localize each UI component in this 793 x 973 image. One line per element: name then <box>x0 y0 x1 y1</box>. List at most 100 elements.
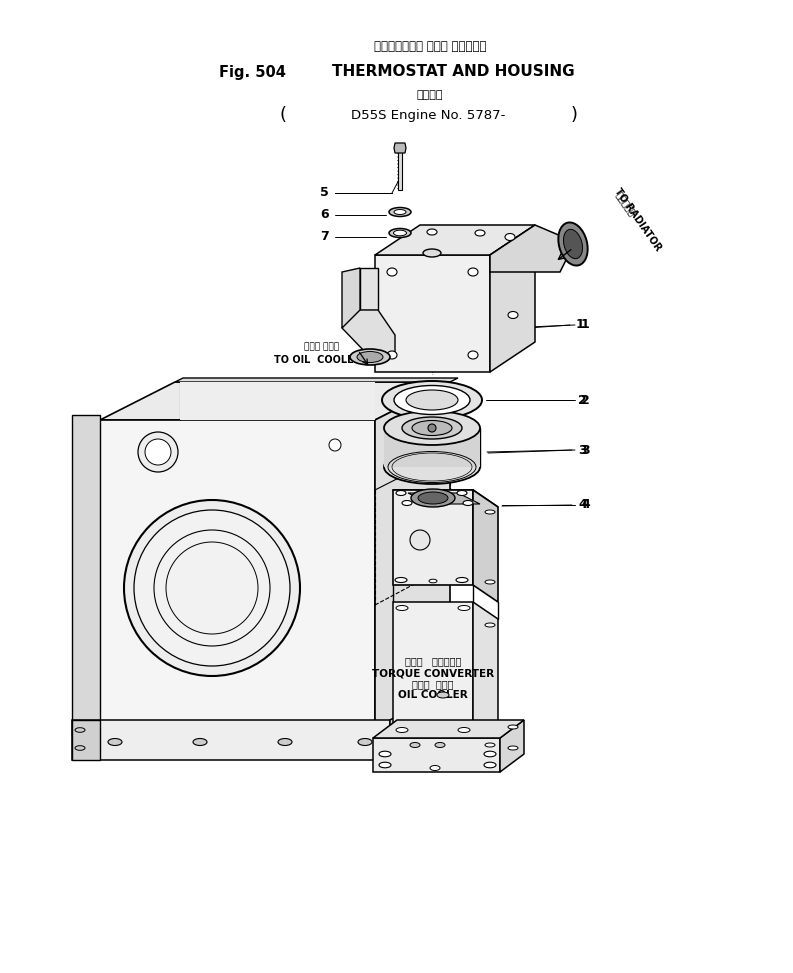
Text: THERMOSTAT AND HOUSING: THERMOSTAT AND HOUSING <box>331 64 574 80</box>
Ellipse shape <box>437 692 449 698</box>
Polygon shape <box>360 268 378 310</box>
Polygon shape <box>373 738 500 772</box>
Ellipse shape <box>468 268 478 276</box>
Text: 1: 1 <box>581 318 590 332</box>
Ellipse shape <box>410 530 430 550</box>
Ellipse shape <box>396 490 406 495</box>
Ellipse shape <box>410 742 420 747</box>
Polygon shape <box>394 143 406 153</box>
Polygon shape <box>393 490 498 507</box>
Polygon shape <box>398 148 402 190</box>
Polygon shape <box>100 420 375 730</box>
Ellipse shape <box>411 489 455 507</box>
Ellipse shape <box>402 417 462 439</box>
Ellipse shape <box>357 351 383 363</box>
Ellipse shape <box>394 385 470 414</box>
Ellipse shape <box>75 745 85 750</box>
Ellipse shape <box>412 420 452 436</box>
Text: ): ) <box>570 106 577 124</box>
Ellipse shape <box>387 268 397 276</box>
Ellipse shape <box>484 751 496 757</box>
Ellipse shape <box>134 510 290 666</box>
Text: 3: 3 <box>581 444 590 456</box>
Ellipse shape <box>410 630 430 650</box>
Ellipse shape <box>456 578 468 583</box>
Ellipse shape <box>558 223 588 266</box>
Ellipse shape <box>458 605 470 610</box>
Polygon shape <box>180 382 375 420</box>
Text: OIL COOLER: OIL COOLER <box>398 690 468 700</box>
Polygon shape <box>408 493 480 504</box>
Text: (: ( <box>279 106 286 124</box>
Polygon shape <box>375 255 490 372</box>
Polygon shape <box>373 720 524 738</box>
Polygon shape <box>490 225 575 272</box>
Polygon shape <box>384 428 480 467</box>
Text: オイル クーラ: オイル クーラ <box>305 342 339 351</box>
Ellipse shape <box>458 728 470 733</box>
Text: D55S Engine No. 5787-: D55S Engine No. 5787- <box>351 109 505 122</box>
Polygon shape <box>473 490 498 602</box>
Text: 1: 1 <box>576 318 584 332</box>
Text: 4: 4 <box>581 498 590 512</box>
Ellipse shape <box>124 500 300 676</box>
Polygon shape <box>342 268 360 328</box>
Ellipse shape <box>468 351 478 359</box>
Polygon shape <box>375 382 450 730</box>
Ellipse shape <box>429 579 437 583</box>
Ellipse shape <box>382 381 482 419</box>
Polygon shape <box>393 490 473 585</box>
Ellipse shape <box>396 605 408 610</box>
Polygon shape <box>72 720 100 760</box>
Ellipse shape <box>463 500 473 506</box>
Text: 4: 4 <box>578 498 587 512</box>
Text: 6: 6 <box>320 208 329 222</box>
Ellipse shape <box>564 230 583 259</box>
Ellipse shape <box>193 739 207 745</box>
Ellipse shape <box>508 311 518 318</box>
Polygon shape <box>72 720 390 760</box>
Text: サーモスタット および ハウジング: サーモスタット および ハウジング <box>374 41 486 54</box>
Ellipse shape <box>430 766 440 771</box>
Text: TO OIL  COOLER: TO OIL COOLER <box>274 355 362 365</box>
Polygon shape <box>490 225 535 372</box>
Ellipse shape <box>145 439 171 465</box>
Ellipse shape <box>508 746 518 750</box>
Polygon shape <box>72 415 100 735</box>
Ellipse shape <box>423 249 441 257</box>
Text: ラジエータ: ラジエータ <box>614 192 637 219</box>
Ellipse shape <box>384 450 480 484</box>
Ellipse shape <box>484 762 496 768</box>
Ellipse shape <box>278 739 292 745</box>
Ellipse shape <box>393 231 407 235</box>
Ellipse shape <box>418 492 448 504</box>
Text: 2: 2 <box>578 393 587 407</box>
Polygon shape <box>100 382 450 420</box>
Ellipse shape <box>394 209 406 214</box>
Polygon shape <box>342 310 395 355</box>
Ellipse shape <box>108 739 122 745</box>
Text: Fig. 504: Fig. 504 <box>219 64 285 80</box>
Polygon shape <box>390 682 458 760</box>
Ellipse shape <box>389 229 411 237</box>
Ellipse shape <box>389 207 411 217</box>
Ellipse shape <box>457 490 467 495</box>
Ellipse shape <box>379 762 391 768</box>
Ellipse shape <box>485 743 495 747</box>
Ellipse shape <box>350 349 390 365</box>
Ellipse shape <box>329 439 341 451</box>
Ellipse shape <box>427 229 437 235</box>
Ellipse shape <box>379 751 391 757</box>
Ellipse shape <box>485 623 495 627</box>
Ellipse shape <box>485 510 495 514</box>
Text: TORQUE CONVERTER: TORQUE CONVERTER <box>372 668 494 678</box>
Ellipse shape <box>384 411 480 445</box>
Text: TO RADIATOR: TO RADIATOR <box>613 187 664 253</box>
Ellipse shape <box>485 580 495 584</box>
Text: 2: 2 <box>581 393 590 407</box>
Text: オイル  クーラ: オイル クーラ <box>412 679 454 689</box>
Ellipse shape <box>138 432 178 472</box>
Text: 7: 7 <box>320 231 329 243</box>
Text: トルク   コンバータ: トルク コンバータ <box>404 656 462 666</box>
Polygon shape <box>500 720 524 772</box>
